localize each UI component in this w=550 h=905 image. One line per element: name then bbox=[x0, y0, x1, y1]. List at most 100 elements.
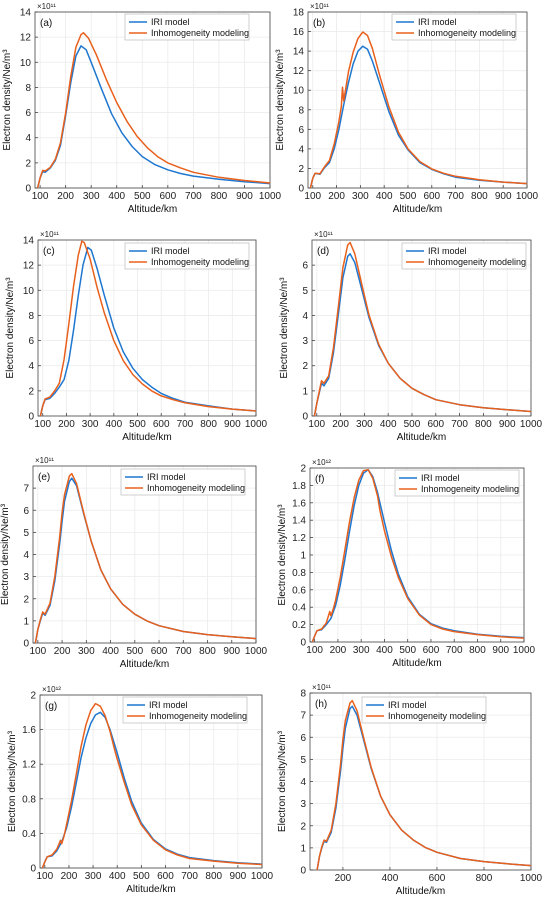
y-tick-label: 1 bbox=[302, 386, 308, 397]
x-tick-label: 400 bbox=[376, 191, 393, 202]
y-tick-label: 4 bbox=[28, 361, 34, 372]
x-tick-label: 200 bbox=[332, 419, 349, 430]
y-multiplier: ×10¹¹ bbox=[40, 230, 59, 239]
series-line-iri bbox=[34, 477, 257, 644]
x-tick-label: 700 bbox=[181, 871, 198, 882]
y-tick-label: 1.2 bbox=[22, 760, 36, 771]
y-tick-label: 14 bbox=[23, 236, 35, 247]
legend-label-inhomogeneity: Inhomogeneity modeling bbox=[151, 257, 249, 267]
y-axis-label: Electron density/Ne/m³ bbox=[5, 277, 16, 379]
legend-box bbox=[124, 242, 250, 270]
chart-panel-5: 100 200 300 400 500 600 700 800 900 1000 0 1 2 3 4 5 6 7 ×… bbox=[0, 456, 268, 670]
x-axis-label: Altitude/km bbox=[392, 658, 441, 669]
y-tick-label: 5 bbox=[23, 528, 29, 539]
y-tick-label: 10 bbox=[23, 286, 35, 297]
x-tick-label: 400 bbox=[102, 646, 119, 657]
panel-label: (h) bbox=[315, 699, 327, 710]
y-tick-label: 7 bbox=[23, 484, 29, 495]
series-line-inhomogeneity bbox=[41, 702, 263, 869]
y-tick-label: 0.4 bbox=[292, 603, 306, 614]
x-tick-label: 300 bbox=[83, 191, 100, 202]
series-line-inhomogeneity bbox=[36, 31, 271, 189]
y-tick-label: 8 bbox=[28, 311, 34, 322]
y-tick-label: 6 bbox=[23, 506, 29, 517]
x-tick-label: 100 bbox=[36, 871, 53, 882]
y-tick-label: 1.6 bbox=[292, 498, 306, 509]
legend-label-iri: IRI model bbox=[149, 700, 188, 710]
y-tick-label: 3 bbox=[300, 799, 306, 810]
x-tick-label: 1000 bbox=[251, 871, 274, 882]
series-line-inhomogeneity bbox=[316, 699, 532, 871]
x-tick-label: 700 bbox=[177, 419, 194, 430]
x-tick-label: 200 bbox=[58, 419, 75, 430]
chart-panel-3: 100 200 300 400 500 600 700 800 900 1000 0 2 4 6 8 10 12… bbox=[5, 230, 268, 443]
x-tick-label: 800 bbox=[211, 191, 228, 202]
y-multiplier: ×10¹¹ bbox=[312, 683, 331, 692]
y-tick-label: 10 bbox=[20, 58, 32, 69]
y-axis-label: Electron density/Ne/m³ bbox=[0, 503, 11, 605]
y-multiplier: ×10¹¹ bbox=[310, 2, 329, 11]
x-tick-label: 500 bbox=[133, 871, 150, 882]
y-tick-label: 6 bbox=[302, 261, 308, 272]
x-tick-label: 400 bbox=[109, 871, 126, 882]
x-axis-label: Altitude/km bbox=[122, 432, 171, 443]
x-tick-label: 600 bbox=[153, 419, 170, 430]
y-tick-label: 0 bbox=[300, 866, 306, 877]
x-tick-label: 500 bbox=[400, 191, 417, 202]
panel-label: (g) bbox=[45, 701, 57, 712]
x-tick-label: 1000 bbox=[520, 419, 543, 430]
chart-panel-7: 100 200 300 400 500 600 700 800 900 1000 0 0.4 0.8 1.… bbox=[7, 685, 274, 895]
y-tick-label: 16 bbox=[293, 27, 305, 38]
x-tick-label: 1000 bbox=[245, 646, 268, 657]
y-tick-label: 2 bbox=[28, 386, 34, 397]
y-multiplier: ×10¹¹ bbox=[37, 2, 56, 11]
y-tick-label: 4 bbox=[23, 550, 29, 561]
legend-box bbox=[401, 242, 527, 270]
legend-label-iri: IRI model bbox=[147, 472, 186, 482]
x-tick-label: 800 bbox=[469, 645, 486, 656]
y-tick-label: 0 bbox=[302, 412, 308, 423]
plot-frame bbox=[39, 694, 263, 869]
legend-label-inhomogeneity: Inhomogeneity modeling bbox=[418, 28, 516, 38]
y-tick-label: 8 bbox=[300, 689, 306, 700]
y-tick-label: 0.8 bbox=[292, 568, 306, 579]
y-tick-label: 6 bbox=[300, 733, 306, 744]
x-tick-label: 400 bbox=[382, 873, 399, 884]
legend-box bbox=[361, 696, 487, 724]
y-tick-label: 14 bbox=[20, 8, 32, 19]
x-tick-label: 600 bbox=[429, 873, 446, 884]
legend-box bbox=[391, 13, 517, 41]
legend-label-iri: IRI model bbox=[421, 473, 460, 483]
x-tick-label: 1000 bbox=[513, 645, 536, 656]
series-line-inhomogeneity bbox=[309, 31, 528, 189]
y-tick-label: 2 bbox=[25, 158, 31, 169]
y-tick-label: 10 bbox=[293, 86, 305, 97]
y-tick-label: 2 bbox=[300, 464, 306, 475]
y-tick-label: 2 bbox=[302, 361, 308, 372]
series-line-inhomogeneity bbox=[34, 472, 257, 644]
panel-label: (e) bbox=[38, 472, 50, 483]
x-tick-label: 600 bbox=[151, 646, 168, 657]
y-axis-label: Electron density/Ne/m³ bbox=[2, 49, 13, 151]
y-tick-label: 4 bbox=[25, 133, 31, 144]
x-tick-label: 800 bbox=[475, 419, 492, 430]
y-tick-label: 6 bbox=[298, 125, 304, 136]
x-tick-label: 900 bbox=[223, 646, 240, 657]
x-tick-label: 600 bbox=[423, 191, 440, 202]
x-tick-label: 400 bbox=[376, 645, 393, 656]
y-tick-label: 0.4 bbox=[22, 829, 36, 840]
series-line-inhomogeneity bbox=[313, 241, 532, 417]
x-axis-label: Altitude/km bbox=[128, 204, 177, 215]
y-tick-label: 1.8 bbox=[292, 481, 306, 492]
x-axis-label: Altitude/km bbox=[120, 659, 169, 670]
x-tick-label: 500 bbox=[126, 646, 143, 657]
y-tick-label: 0.6 bbox=[292, 585, 306, 596]
x-tick-label: 100 bbox=[308, 419, 325, 430]
chart-panel-6: 100 200 300 400 500 600 700 800 900 1000 0 0.2 0.4 0.… bbox=[277, 458, 536, 669]
y-tick-label: 1.4 bbox=[292, 516, 306, 527]
